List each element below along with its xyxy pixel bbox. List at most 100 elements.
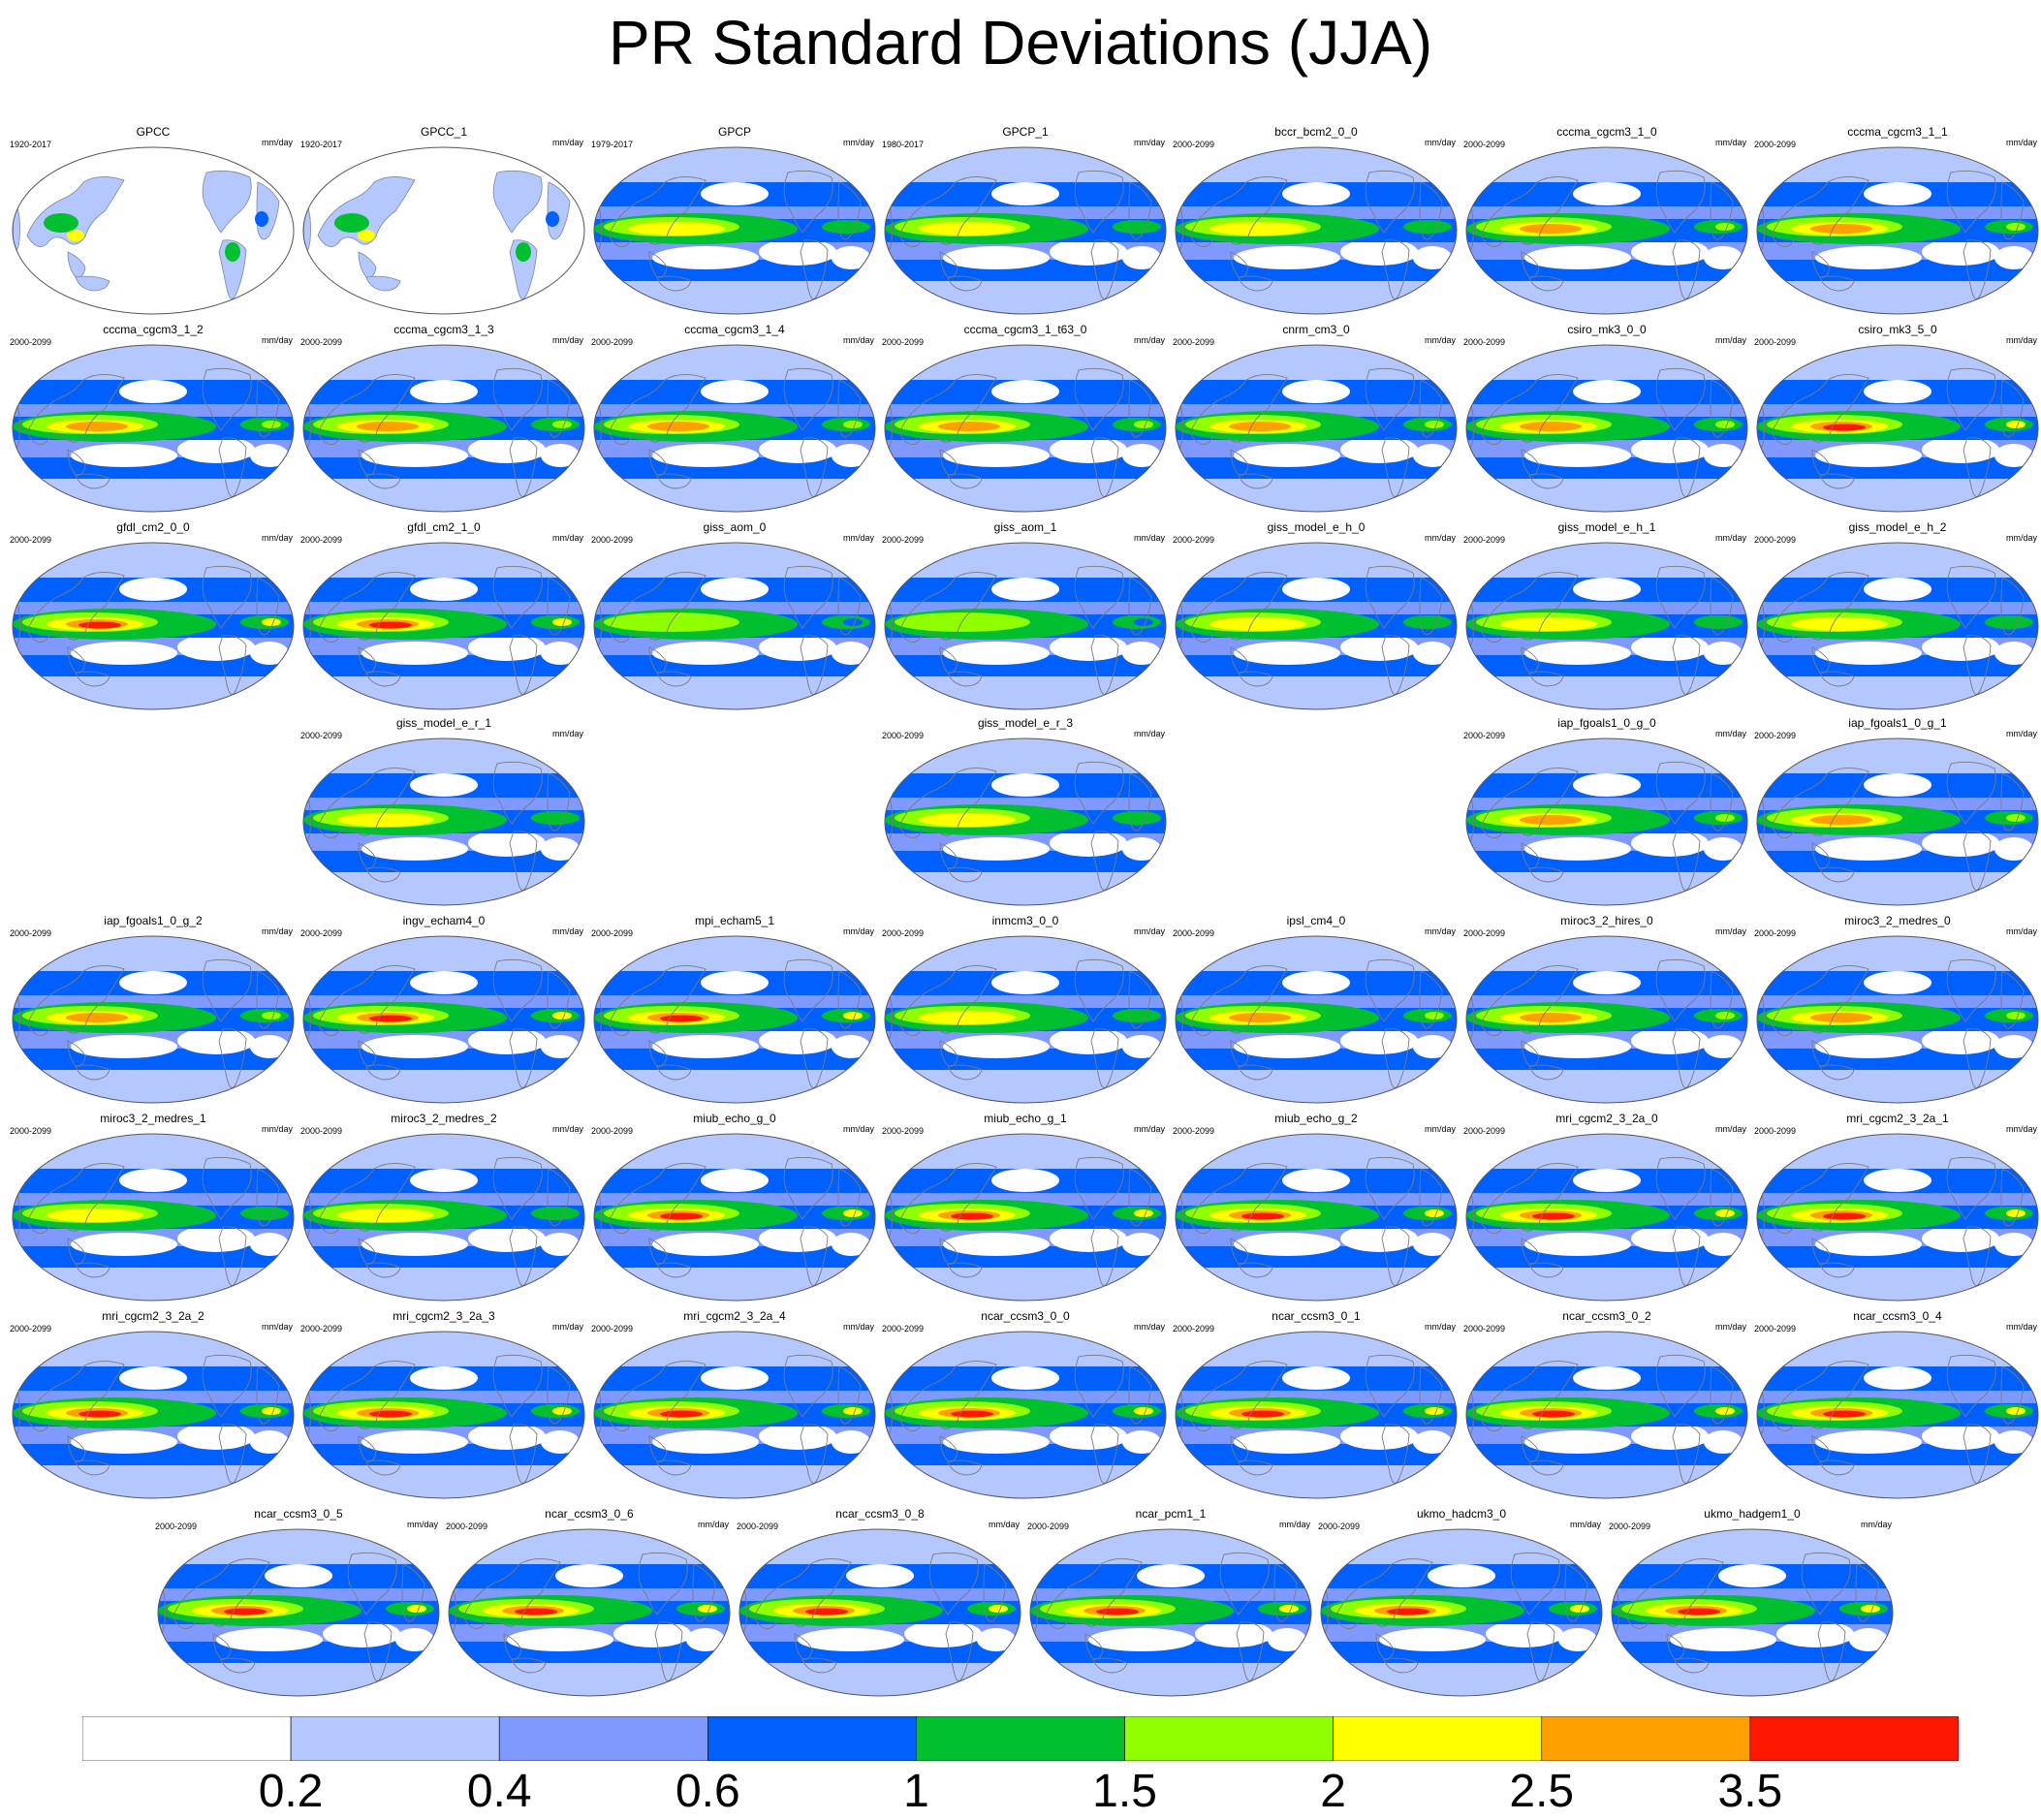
panel-title: ncar_ccsm3_0_6 xyxy=(545,1507,634,1521)
global-map xyxy=(12,344,295,513)
global-map xyxy=(1465,1133,1748,1302)
panel-title: iap_fgoals1_0_g_1 xyxy=(1848,716,1947,730)
panel-period: 2000-2099 xyxy=(882,1324,925,1334)
panel-title: ncar_ccsm3_0_2 xyxy=(1562,1309,1651,1323)
panel-title: giss_aom_0 xyxy=(703,520,767,534)
panel-units: mm/day xyxy=(1278,1520,1310,1529)
global-map xyxy=(1175,935,1458,1104)
map-panel: gfdl_cm2_0_0 2000-2099 mm/day xyxy=(8,521,298,715)
global-map xyxy=(302,146,585,315)
panel-period: 1979-2017 xyxy=(591,140,634,149)
panel-units: mm/day xyxy=(406,1520,438,1529)
global-map xyxy=(884,935,1167,1104)
global-map xyxy=(884,146,1167,315)
panel-units: mm/day xyxy=(1714,138,1746,147)
panel-title: miub_echo_g_1 xyxy=(984,1112,1067,1125)
colorbar-swatch xyxy=(916,1716,1125,1761)
map-panel: iap_fgoals1_0_g_0 2000-2099 mm/day xyxy=(1461,717,1752,911)
map-panel: mri_cgcm2_3_2a_4 2000-2099 mm/day xyxy=(589,1310,880,1504)
panel-units: mm/day xyxy=(1569,1520,1601,1529)
global-map xyxy=(884,542,1167,710)
panel-title: ncar_ccsm3_0_4 xyxy=(1853,1309,1942,1323)
panel-units: mm/day xyxy=(1424,1322,1456,1332)
panel-period: 2000-2099 xyxy=(1754,1324,1797,1334)
panel-title: giss_model_e_h_0 xyxy=(1267,520,1366,534)
global-map xyxy=(1175,344,1458,513)
map-panel: giss_aom_0 2000-2099 mm/day xyxy=(589,521,880,715)
panel-period: 2000-2099 xyxy=(1173,337,1215,347)
global-map xyxy=(593,1331,876,1499)
panel-title: bccr_bcm2_0_0 xyxy=(1274,125,1358,139)
panel-units: mm/day xyxy=(1424,533,1456,543)
global-map xyxy=(1175,1133,1458,1302)
map-panel: bccr_bcm2_0_0 2000-2099 mm/day xyxy=(1171,126,1461,320)
panel-period: 2000-2099 xyxy=(300,1324,343,1334)
panel-period: 2000-2099 xyxy=(300,337,343,347)
panel-period: 1920-2017 xyxy=(300,140,343,149)
panel-title: miroc3_2_medres_2 xyxy=(391,1112,497,1125)
panel-units: mm/day xyxy=(1133,335,1165,345)
panel-title: inmcm3_0_0 xyxy=(991,914,1059,927)
panel-units: mm/day xyxy=(551,335,583,345)
panel-period: 2000-2099 xyxy=(1173,928,1215,938)
panel-period: 2000-2099 xyxy=(882,535,925,545)
panel-period: 2000-2099 xyxy=(1173,140,1215,149)
panel-title: ukmo_hadgem1_0 xyxy=(1704,1507,1801,1521)
map-panel: miub_echo_g_1 2000-2099 mm/day xyxy=(880,1113,1171,1306)
global-map xyxy=(1756,1331,2039,1499)
panel-title: giss_model_e_h_1 xyxy=(1557,520,1656,534)
map-panel: miub_echo_g_0 2000-2099 mm/day xyxy=(589,1113,880,1306)
panel-units: mm/day xyxy=(697,1520,729,1529)
panel-units: mm/day xyxy=(261,335,293,345)
global-map xyxy=(302,737,585,906)
colorbar-tick-label: 0.4 xyxy=(466,1766,532,1817)
map-panel: cccma_cgcm3_1_1 2000-2099 mm/day xyxy=(1752,126,2041,320)
map-panel: giss_model_e_h_2 2000-2099 mm/day xyxy=(1752,521,2041,715)
panel-units: mm/day xyxy=(1133,138,1165,147)
map-panel: miub_echo_g_2 2000-2099 mm/day xyxy=(1171,1113,1461,1306)
panel-units: mm/day xyxy=(551,926,583,936)
panel-period: 2000-2099 xyxy=(300,535,343,545)
panel-units: mm/day xyxy=(1860,1520,1892,1529)
colorbar-swatch xyxy=(82,1716,292,1761)
panel-units: mm/day xyxy=(2005,335,2037,345)
global-map xyxy=(12,1331,295,1499)
panel-units: mm/day xyxy=(1133,1124,1165,1134)
panel-period: 2000-2099 xyxy=(1318,1522,1361,1531)
map-panel: cnrm_cm3_0 2000-2099 mm/day xyxy=(1171,324,1461,518)
panel-period: 2000-2099 xyxy=(10,1324,52,1334)
global-map xyxy=(1175,1331,1458,1499)
panel-units: mm/day xyxy=(261,1124,293,1134)
panel-period: 2000-2099 xyxy=(591,337,634,347)
global-map xyxy=(1175,542,1458,710)
panel-units: mm/day xyxy=(551,533,583,543)
panel-units: mm/day xyxy=(1424,335,1456,345)
panel-units: mm/day xyxy=(1424,138,1456,147)
map-panel: ukmo_hadgem1_0 2000-2099 mm/day xyxy=(1607,1508,1898,1702)
panel-title: mpi_echam5_1 xyxy=(694,914,775,927)
global-map xyxy=(884,1133,1167,1302)
panel-period: 2000-2099 xyxy=(882,1126,925,1136)
map-panel: ncar_ccsm3_0_0 2000-2099 mm/day xyxy=(880,1310,1171,1504)
panel-units: mm/day xyxy=(551,1322,583,1332)
map-panel: iap_fgoals1_0_g_1 2000-2099 mm/day xyxy=(1752,717,2041,911)
global-map xyxy=(1029,1528,1312,1697)
global-map xyxy=(302,935,585,1104)
panel-units: mm/day xyxy=(261,533,293,543)
panel-units: mm/day xyxy=(2005,533,2037,543)
map-panel: GPCC_1 1920-2017 mm/day xyxy=(298,126,589,320)
panel-period: 2000-2099 xyxy=(1463,1126,1506,1136)
panel-units: mm/day xyxy=(842,926,874,936)
panel-period: 2000-2099 xyxy=(1463,1324,1506,1334)
panel-units: mm/day xyxy=(842,335,874,345)
panel-units: mm/day xyxy=(2005,729,2037,738)
map-panel: ncar_ccsm3_0_6 2000-2099 mm/day xyxy=(444,1508,735,1702)
panel-period: 2000-2099 xyxy=(10,337,52,347)
global-map xyxy=(157,1528,440,1697)
map-panel: iap_fgoals1_0_g_2 2000-2099 mm/day xyxy=(8,915,298,1109)
map-panel: ncar_ccsm3_0_1 2000-2099 mm/day xyxy=(1171,1310,1461,1504)
panel-title: mri_cgcm2_3_2a_4 xyxy=(683,1309,786,1323)
panel-period: 2000-2099 xyxy=(10,535,52,545)
colorbar-swatch xyxy=(498,1716,708,1761)
panel-title: miroc3_2_hires_0 xyxy=(1560,914,1653,927)
